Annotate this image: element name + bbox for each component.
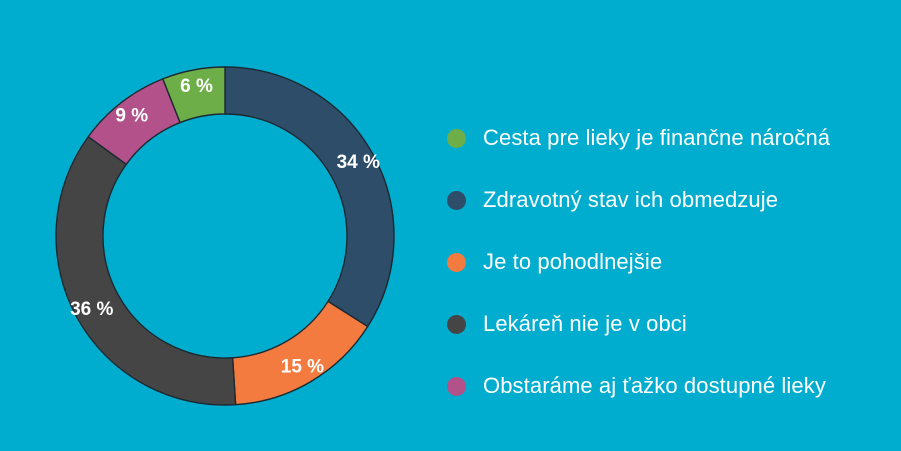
- donut-slice[interactable]: [224, 66, 395, 328]
- donut-slice[interactable]: [161, 66, 226, 124]
- donut-slice[interactable]: [55, 135, 237, 406]
- legend-item-cesta-pre-lieky[interactable]: Cesta pre lieky je finančne náročná: [447, 107, 887, 169]
- legend-label: Obstaráme aj ťažko dostupné lieky: [483, 373, 826, 398]
- legend-label: Lekáreň nie je v obci: [483, 311, 687, 336]
- legend-label: Je to pohodlnejšie: [483, 249, 663, 274]
- donut-slice-label: 36 %: [70, 299, 113, 320]
- donut-slice-label: 6 %: [180, 76, 213, 97]
- legend-item-lekaren-nie-je-v-obci[interactable]: Lekáreň nie je v obci: [447, 293, 887, 355]
- legend-item-je-to-pohodlnejsie[interactable]: Je to pohodlnejšie: [447, 231, 887, 293]
- donut-slice-labels: 34 % 15 % 36 % 9 % 6 %: [70, 76, 380, 377]
- chart-legend: Cesta pre lieky je finančne náročná Zdra…: [447, 107, 887, 417]
- donut-slice-label: 34 %: [337, 152, 380, 173]
- legend-item-obstarame-aj-tazko[interactable]: Obstaráme aj ťažko dostupné lieky: [447, 355, 887, 417]
- legend-swatch-blue-icon: [447, 190, 466, 210]
- legend-label: Zdravotný stav ich obmedzuje: [483, 187, 779, 212]
- donut-slices: [55, 66, 395, 406]
- donut-slice-label: 15 %: [281, 356, 324, 377]
- legend-swatch-charcoal-icon: [447, 314, 466, 334]
- legend-swatch-orange-icon: [447, 252, 466, 272]
- legend-label: Cesta pre lieky je finančne náročná: [483, 125, 831, 150]
- donut-slice-label: 9 %: [115, 105, 148, 126]
- legend-swatch-green-icon: [447, 128, 466, 148]
- donut-chart: 34 % 15 % 36 % 9 % 6 %: [55, 66, 395, 406]
- donut-slice[interactable]: [231, 300, 369, 406]
- legend-swatch-magenta-icon: [447, 376, 466, 396]
- donut-chart-svg: 34 % 15 % 36 % 9 % 6 %: [55, 66, 395, 406]
- legend-item-zdravotny-stav[interactable]: Zdravotný stav ich obmedzuje: [447, 169, 887, 231]
